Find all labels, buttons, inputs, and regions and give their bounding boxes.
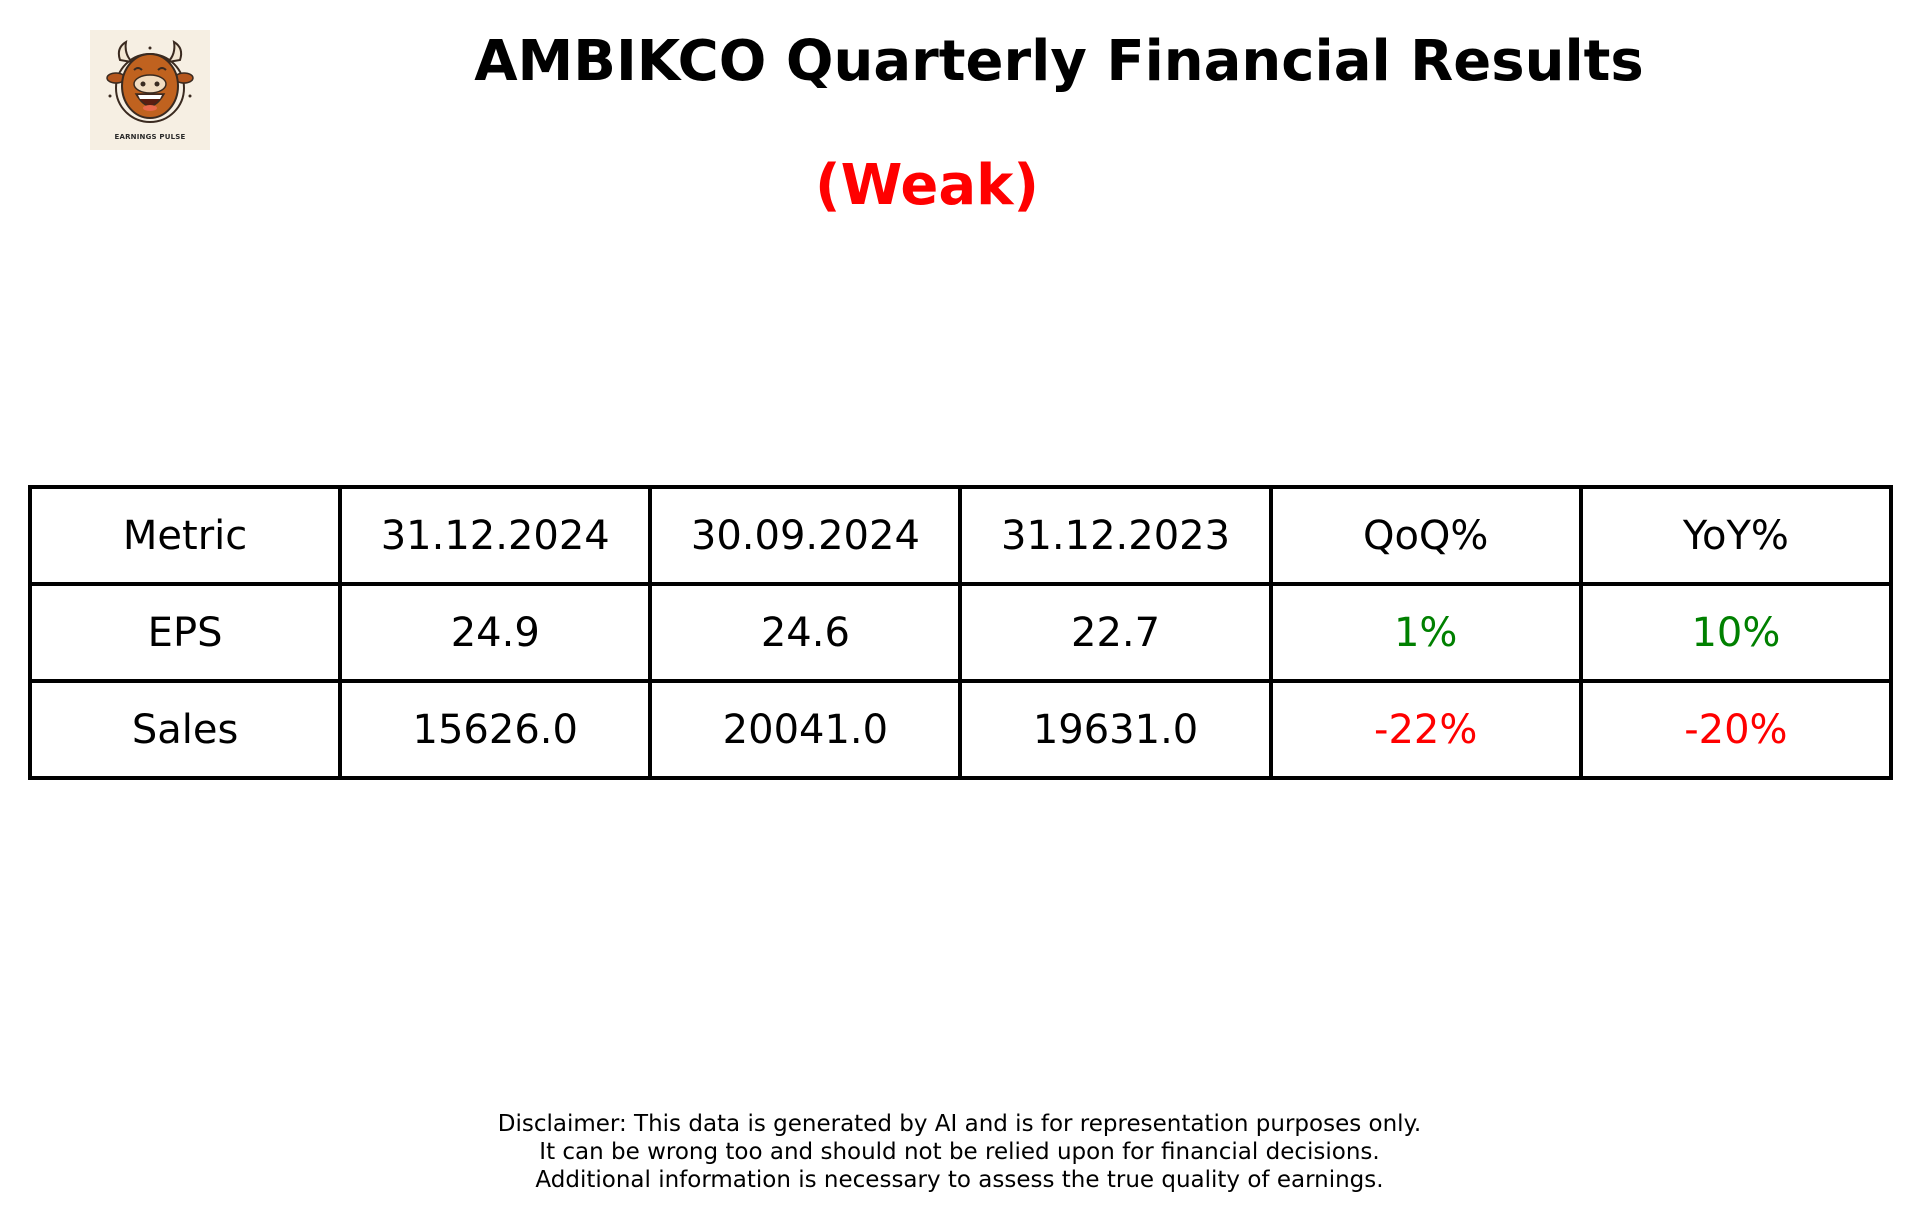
value-cell: 20041.0: [648, 679, 963, 780]
column-header: QoQ%: [1268, 485, 1583, 586]
table-row: Sales 15626.0 20041.0 19631.0 -22% -20%: [27, 679, 1894, 780]
bull-mascot-icon: [106, 40, 194, 123]
metric-cell: Sales: [27, 679, 343, 780]
value-cell: 22.7: [958, 582, 1273, 683]
earnings-pulse-logo: EARNINGS PULSE: [90, 30, 210, 150]
disclaimer-line: It can be wrong too and should not be re…: [539, 1139, 1380, 1165]
table-header-row: Metric 31.12.2024 30.09.2024 31.12.2023 …: [27, 485, 1894, 586]
metric-cell: EPS: [27, 582, 343, 683]
qoq-change-cell: -22%: [1268, 679, 1583, 780]
column-header: 31.12.2023: [958, 485, 1273, 586]
yoy-change-cell: -20%: [1578, 679, 1894, 780]
column-header: 30.09.2024: [648, 485, 963, 586]
value-cell: 24.6: [648, 582, 963, 683]
page-title: AMBIKCO Quarterly Financial Results: [474, 29, 1644, 94]
value-cell: 15626.0: [338, 679, 653, 780]
disclaimer-line: Additional information is necessary to a…: [535, 1167, 1384, 1193]
disclaimer-line: Disclaimer: This data is generated by AI…: [497, 1111, 1422, 1137]
disclaimer: Disclaimer: This data is generated by AI…: [0, 1110, 1919, 1194]
yoy-change-cell: 10%: [1578, 582, 1894, 683]
column-header: 31.12.2024: [338, 485, 653, 586]
value-cell: 24.9: [338, 582, 653, 683]
rating-label: (Weak): [815, 153, 1039, 218]
results-table: Metric 31.12.2024 30.09.2024 31.12.2023 …: [27, 485, 1894, 780]
column-header: YoY%: [1578, 485, 1894, 586]
logo-text: EARNINGS PULSE: [114, 133, 186, 141]
table-row: EPS 24.9 24.6 22.7 1% 10%: [27, 582, 1894, 683]
value-cell: 19631.0: [958, 679, 1273, 780]
column-header: Metric: [27, 485, 343, 586]
qoq-change-cell: 1%: [1268, 582, 1583, 683]
